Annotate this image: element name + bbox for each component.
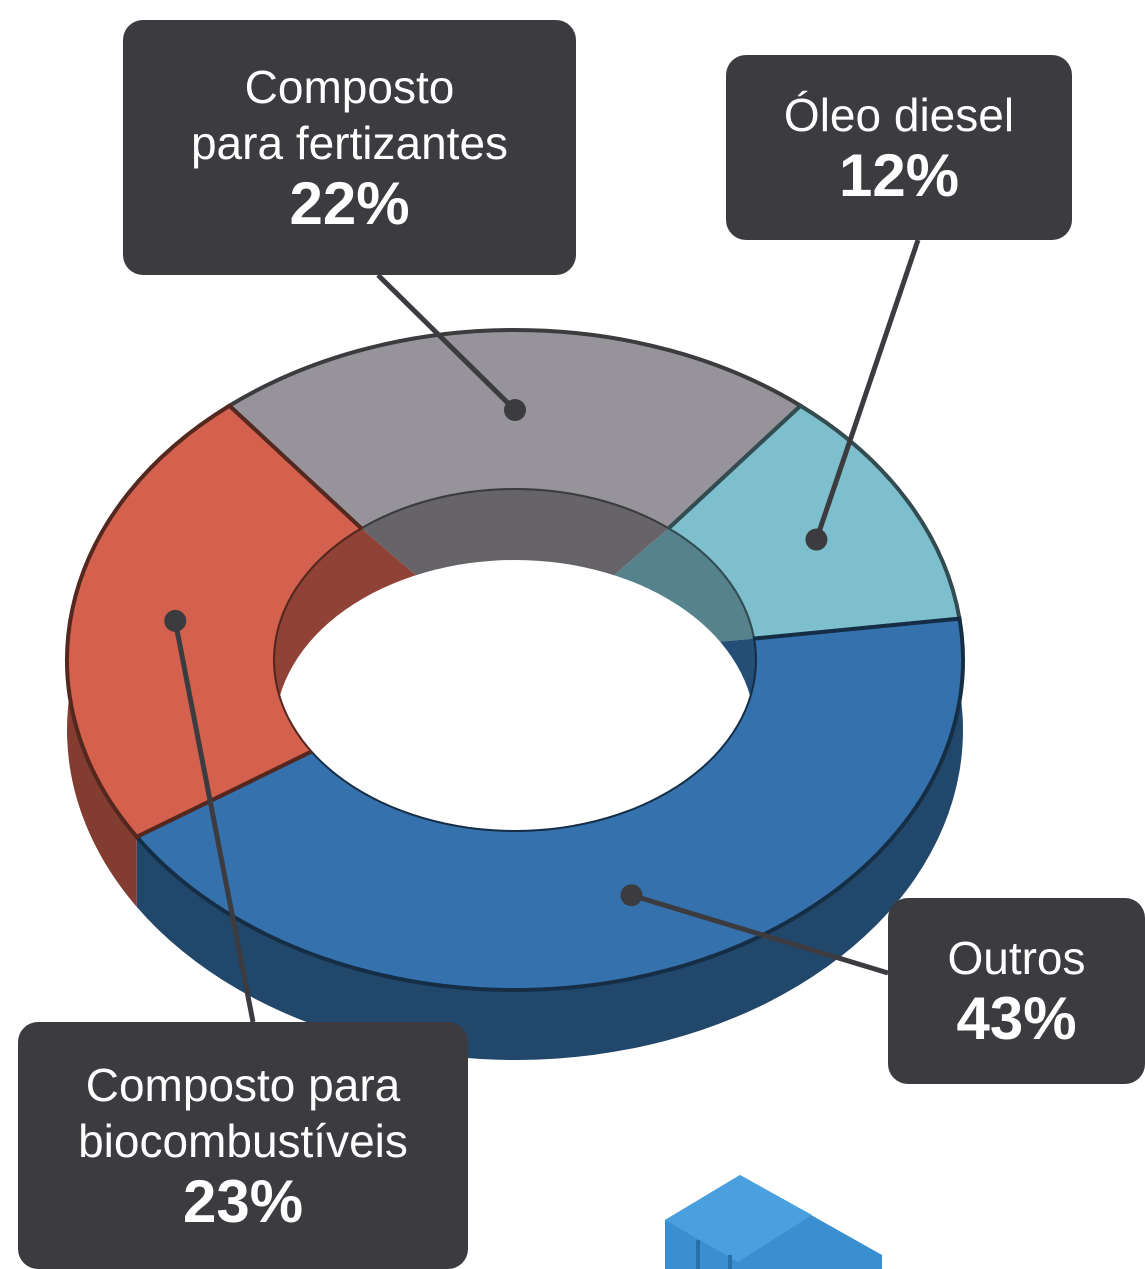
category-label: Óleo diesel xyxy=(784,87,1014,143)
value-label: 22% xyxy=(289,171,409,237)
infographic: Composto para fertizantes22% Óleo diesel1… xyxy=(0,0,1145,1269)
leader-dot xyxy=(504,399,526,421)
leader-dot xyxy=(621,884,643,906)
category-label: Composto para fertizantes xyxy=(191,59,508,171)
leader-dot xyxy=(805,529,827,551)
category-label: Outros xyxy=(947,930,1085,986)
bin-icon xyxy=(665,1175,882,1269)
leader-dot xyxy=(164,610,186,632)
category-label: Composto para biocombustíveis xyxy=(78,1057,408,1169)
value-label: 12% xyxy=(839,143,959,209)
value-label: 43% xyxy=(956,986,1076,1052)
value-label: 23% xyxy=(183,1169,303,1235)
